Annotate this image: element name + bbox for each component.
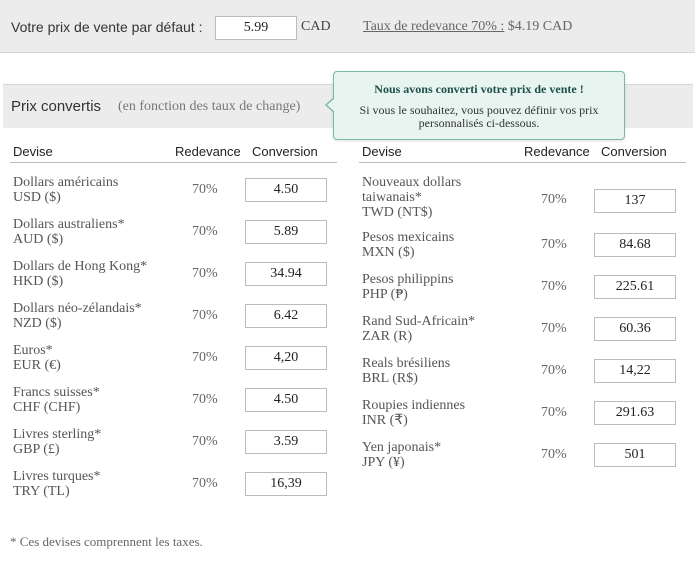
header-royalty: Redevance [175,144,241,159]
currency-table-left: Devise Redevance Conversion Dollars amér… [10,143,337,499]
royalty-rate: 70% [541,321,567,336]
price-input-aud[interactable] [245,220,327,244]
royalty-info: Taux de redevance 70% : $4.19 CAD [363,19,572,35]
royalty-rate-link[interactable]: Taux de redevance 70% : [363,19,505,34]
currency-name: Roupies indiennes INR (₹) [362,398,466,428]
default-currency-label: CAD [301,19,331,34]
royalty-rate: 70% [541,192,567,207]
price-input-twd[interactable] [594,189,676,213]
royalty-rate: 70% [192,308,218,323]
price-input-chf[interactable] [245,388,327,412]
table-header: Devise Redevance Conversion [359,143,686,163]
currency-row-inr: Roupies indiennes INR (₹) 70% [359,386,686,428]
price-input-mxn[interactable] [594,233,676,257]
currency-row-mxn: Pesos mexicains MXN ($) 70% [359,218,686,260]
table-header: Devise Redevance Conversion [10,143,337,163]
royalty-rate: 70% [541,447,567,462]
royalty-rate: 70% [192,434,218,449]
currency-row-gbp: Livres sterling* GBP (£) 70% [10,415,337,457]
price-input-eur[interactable] [245,346,327,370]
default-price-label: Votre prix de vente par défaut : [11,19,203,35]
price-input-php[interactable] [594,275,676,299]
currency-name: Dollars américains USD ($) [13,175,119,205]
currency-row-zar: Rand Sud-Africain* ZAR (R) 70% [359,302,686,344]
royalty-rate: 70% [541,237,567,252]
royalty-rate: 70% [541,405,567,420]
royalty-rate: 70% [192,266,218,281]
tax-footnote: * Ces devises comprennent les taxes. [10,534,203,549]
price-input-jpy[interactable] [594,443,676,467]
default-price-bar: Votre prix de vente par défaut : CAD Tau… [0,0,695,53]
conversion-tooltip: Nous avons converti votre prix de vente … [325,71,625,140]
price-input-inr[interactable] [594,401,676,425]
header-conversion: Conversion [252,144,318,159]
royalty-rate: 70% [192,476,218,491]
currency-name: Reals brésiliens BRL (R$) [362,356,451,386]
royalty-rate: 70% [192,392,218,407]
panel-subtitle: (en fonction des taux de change) [118,99,301,114]
currency-name: Nouveaux dollars taiwanais* TWD (NT$) [362,175,462,220]
currency-name: Francs suisses* CHF (CHF) [13,385,100,415]
tooltip-title: Nous avons converti votre prix de vente … [374,82,584,96]
price-input-usd[interactable] [245,178,327,202]
royalty-rate: 70% [192,350,218,365]
currency-row-jpy: Yen japonais* JPY (¥) 70% [359,428,686,470]
royalty-rate: 70% [192,182,218,197]
currency-row-aud: Dollars australiens* AUD ($) 70% [10,205,337,247]
currency-name: Pesos mexicains MXN ($) [362,230,455,260]
royalty-amount: $4.19 CAD [504,19,573,34]
currency-row-eur: Euros* EUR (€) 70% [10,331,337,373]
price-input-brl[interactable] [594,359,676,383]
currency-name: Livres turques* TRY (TL) [13,469,101,499]
header-currency: Devise [362,144,402,159]
currency-row-usd: Dollars américains USD ($) 70% [10,163,337,205]
tooltip-text: Si vous le souhaitez, vous pouvez défini… [359,103,599,130]
currency-name: Livres sterling* GBP (£) [13,427,102,457]
currency-row-php: Pesos philippins PHP (₱) 70% [359,260,686,302]
price-input-zar[interactable] [594,317,676,341]
price-input-try[interactable] [245,472,327,496]
currency-name: Euros* EUR (€) [13,343,61,373]
currency-name: Yen japonais* JPY (¥) [362,440,442,470]
royalty-rate: 70% [192,224,218,239]
royalty-rate: 70% [541,363,567,378]
currency-row-chf: Francs suisses* CHF (CHF) 70% [10,373,337,415]
panel-title: Prix convertis [11,98,102,115]
default-price-input[interactable] [215,16,297,40]
currency-row-twd: Nouveaux dollars taiwanais* TWD (NT$) 70% [359,163,686,220]
currency-row-nzd: Dollars néo-zélandais* NZD ($) 70% [10,289,337,331]
currency-row-hkd: Dollars de Hong Kong* HKD ($) 70% [10,247,337,289]
currency-table-right: Devise Redevance Conversion Nouveaux dol… [359,143,686,470]
currency-row-brl: Reals brésiliens BRL (R$) 70% [359,344,686,386]
currency-name: Rand Sud-Africain* ZAR (R) [362,314,476,344]
currency-name: Dollars australiens* AUD ($) [13,217,125,247]
price-input-hkd[interactable] [245,262,327,286]
header-currency: Devise [13,144,53,159]
currency-name: Dollars néo-zélandais* NZD ($) [13,301,142,331]
header-conversion: Conversion [601,144,667,159]
price-input-gbp[interactable] [245,430,327,454]
currency-name: Dollars de Hong Kong* HKD ($) [13,259,148,289]
header-royalty: Redevance [524,144,590,159]
currency-name: Pesos philippins PHP (₱) [362,272,454,302]
currency-row-try: Livres turques* TRY (TL) 70% [10,457,337,499]
price-input-nzd[interactable] [245,304,327,328]
royalty-rate: 70% [541,279,567,294]
